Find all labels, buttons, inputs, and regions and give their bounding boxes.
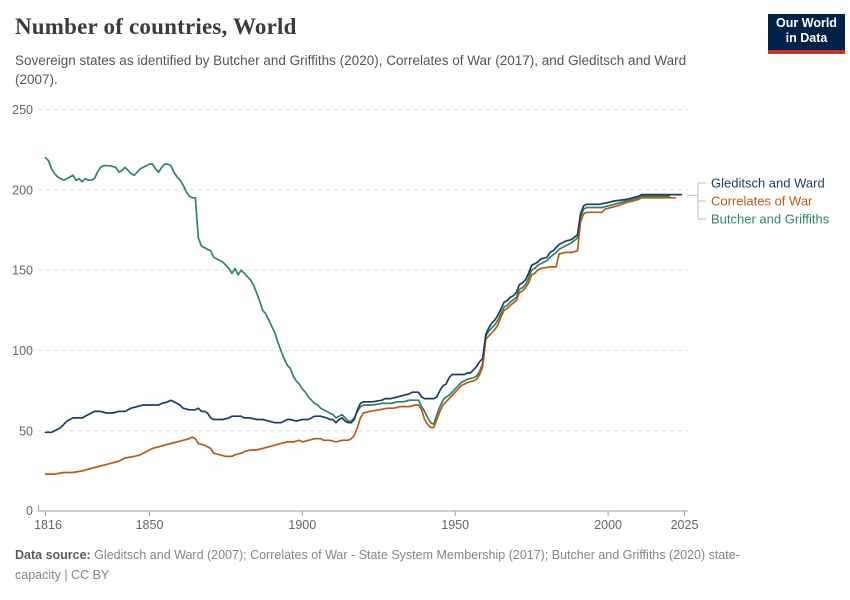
- chart-title: Number of countries, World: [15, 14, 297, 39]
- series-line-gleditsch-and-ward[interactable]: [44, 193, 683, 434]
- legend-leader-lines: [687, 182, 706, 220]
- x-tick-label-1950: 1950: [441, 518, 469, 532]
- legend-label-butcher-and-griffiths[interactable]: Butcher and Griffiths: [711, 212, 830, 227]
- legend-label-gleditsch-and-ward[interactable]: Gleditsch and Ward: [711, 176, 825, 191]
- owid-logo[interactable]: Our World in Data: [768, 14, 845, 54]
- owid-logo-line2: in Data: [785, 31, 828, 45]
- x-tick-label-2000: 2000: [594, 518, 622, 532]
- x-tick-label-1900: 1900: [288, 518, 316, 532]
- y-tick-label-0: 0: [26, 504, 33, 518]
- data-source-label: Data source:: [15, 548, 91, 562]
- owid-logo-line1: Our World: [776, 16, 837, 30]
- y-tick-label-100: 100: [12, 344, 33, 358]
- data-source-note: Data source: Gleditsch and Ward (2007); …: [15, 545, 740, 585]
- x-tick-label-2025: 2025: [671, 518, 699, 532]
- y-tick-label-200: 200: [12, 184, 33, 198]
- series-line-correlates-of-war[interactable]: [44, 196, 677, 475]
- legend-label-correlates-of-war[interactable]: Correlates of War: [711, 194, 813, 209]
- series-line-butcher-and-griffiths[interactable]: [44, 156, 671, 426]
- x-tick-label-1850: 1850: [136, 518, 164, 532]
- x-tick-label-1816: 1816: [34, 518, 62, 532]
- y-tick-label-150: 150: [12, 264, 33, 278]
- data-source-text: Gleditsch and Ward (2007); Correlates of…: [15, 548, 740, 582]
- chart-subtitle: Sovereign states as identified by Butche…: [15, 53, 687, 88]
- y-tick-label-250: 250: [12, 103, 33, 117]
- y-tick-label-50: 50: [19, 425, 33, 439]
